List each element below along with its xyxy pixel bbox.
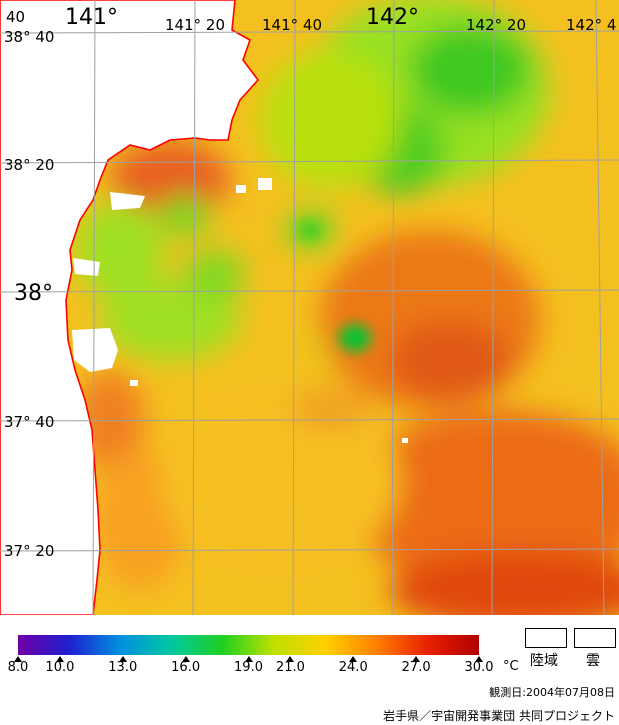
lon-label: 141° 40 <box>262 16 322 34</box>
colorbar-tick-label: 8.0 <box>7 660 29 675</box>
cloud-patch <box>236 185 246 193</box>
land-legend-label: 陸域 <box>530 653 558 669</box>
colorbar-unit: °C <box>503 659 519 674</box>
lon-label: 141° 20 <box>165 16 225 34</box>
temperature-colorbar <box>18 635 479 655</box>
colorbar-tick-label: 16.0 <box>171 660 201 675</box>
colorbar-tick-label: 10.0 <box>45 660 75 675</box>
cloud-patch <box>130 380 138 386</box>
lon-label: 142° 20 <box>466 16 526 34</box>
lat-label: 38° 20 <box>4 156 54 174</box>
colorbar-tick-mark <box>14 656 22 662</box>
colorbar-tick-mark <box>181 656 190 662</box>
land-mass <box>0 0 260 615</box>
cloud-patch <box>402 438 408 443</box>
cloud-legend-label: 雲 <box>586 653 600 669</box>
colorbar-tick-mark <box>118 656 127 662</box>
colorbar-tick-label: 24.0 <box>338 660 368 675</box>
colorbar-tick-label: 13.0 <box>108 660 138 675</box>
colorbar-tick-label: 30.0 <box>464 660 494 675</box>
credit-text: 岩手県／宇宙開発事業団 共同プロジェクト <box>383 709 615 723</box>
sst-map: 40 141° 141° 20 141° 40 142° 142° 20 142… <box>0 0 619 615</box>
colorbar-tick-mark <box>349 656 358 662</box>
corner-label: 40 <box>6 8 25 26</box>
lon-label: 142° 4 <box>566 16 616 34</box>
lon-label: 142° <box>366 5 419 30</box>
colorbar-tick-mark <box>412 656 421 662</box>
cloud-patch <box>258 178 272 190</box>
cloud-patch <box>110 192 145 210</box>
colorbar-tick-mark <box>475 656 483 662</box>
map-labels: 40 141° 141° 20 141° 40 142° 142° 20 142… <box>4 5 616 560</box>
lon-label: 141° <box>65 5 118 30</box>
lat-label: 37° 20 <box>4 542 54 560</box>
lat-label: 38° <box>14 281 53 306</box>
colorbar-tick-label: 19.0 <box>234 660 263 675</box>
cloud-patch <box>73 258 100 276</box>
cloud-legend-swatch <box>574 628 616 648</box>
lat-label: 37° 40 <box>4 413 54 431</box>
colorbar-tick-mark <box>244 656 253 662</box>
cloud-patch <box>72 328 118 372</box>
graticule <box>0 0 619 615</box>
colorbar-tick-mark <box>55 656 64 662</box>
observation-date: 観測日:2004年07月08日 <box>489 686 615 699</box>
colorbar-tick-label: 21.0 <box>275 660 305 675</box>
lat-label: 38° 40 <box>4 28 54 46</box>
land-legend-swatch <box>525 628 567 648</box>
colorbar-tick-label: 27.0 <box>401 660 431 675</box>
colorbar-tick-mark <box>286 656 295 662</box>
